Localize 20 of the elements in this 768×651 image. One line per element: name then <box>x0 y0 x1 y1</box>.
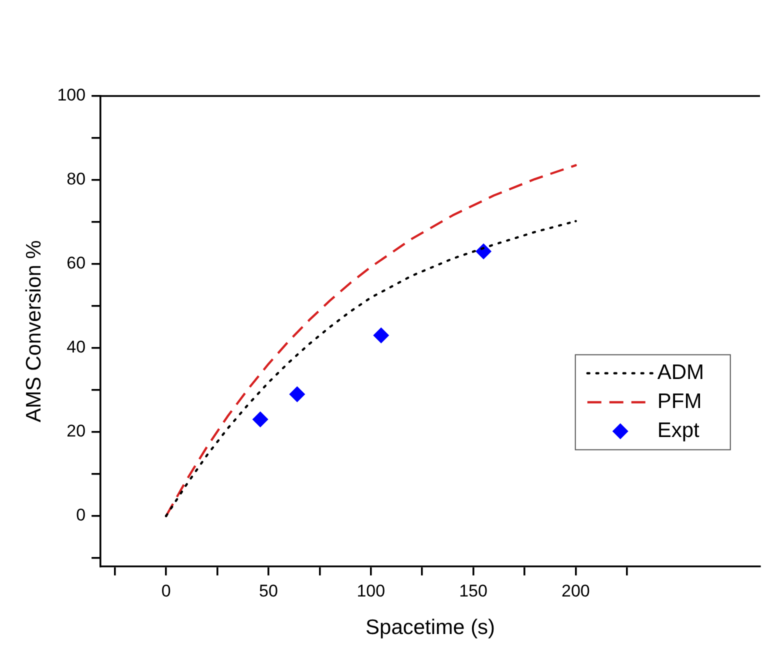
x-tick-label: 150 <box>459 581 488 600</box>
y-tick-label: 100 <box>57 86 86 105</box>
legend-label: Expt <box>657 419 700 442</box>
y-tick-label: 60 <box>66 254 86 273</box>
y-tick-label: 20 <box>66 422 86 441</box>
y-tick-label: 0 <box>76 506 86 525</box>
x-tick-label: 0 <box>161 581 171 600</box>
y-axis-title: AMS Conversion % <box>22 240 46 422</box>
x-tick-label: 50 <box>259 581 278 600</box>
x-axis-title: Spacetime (s) <box>366 616 496 640</box>
point <box>252 411 268 428</box>
x-tick-label: 100 <box>356 581 386 600</box>
point <box>289 386 306 402</box>
y-tick-label: 80 <box>66 170 86 189</box>
point <box>373 327 390 344</box>
y-tick-label: 40 <box>66 338 86 357</box>
legend-label: PFM <box>657 390 702 414</box>
legend-label: ADM <box>657 361 704 384</box>
point <box>476 243 492 260</box>
x-tick-label: 200 <box>562 581 590 600</box>
